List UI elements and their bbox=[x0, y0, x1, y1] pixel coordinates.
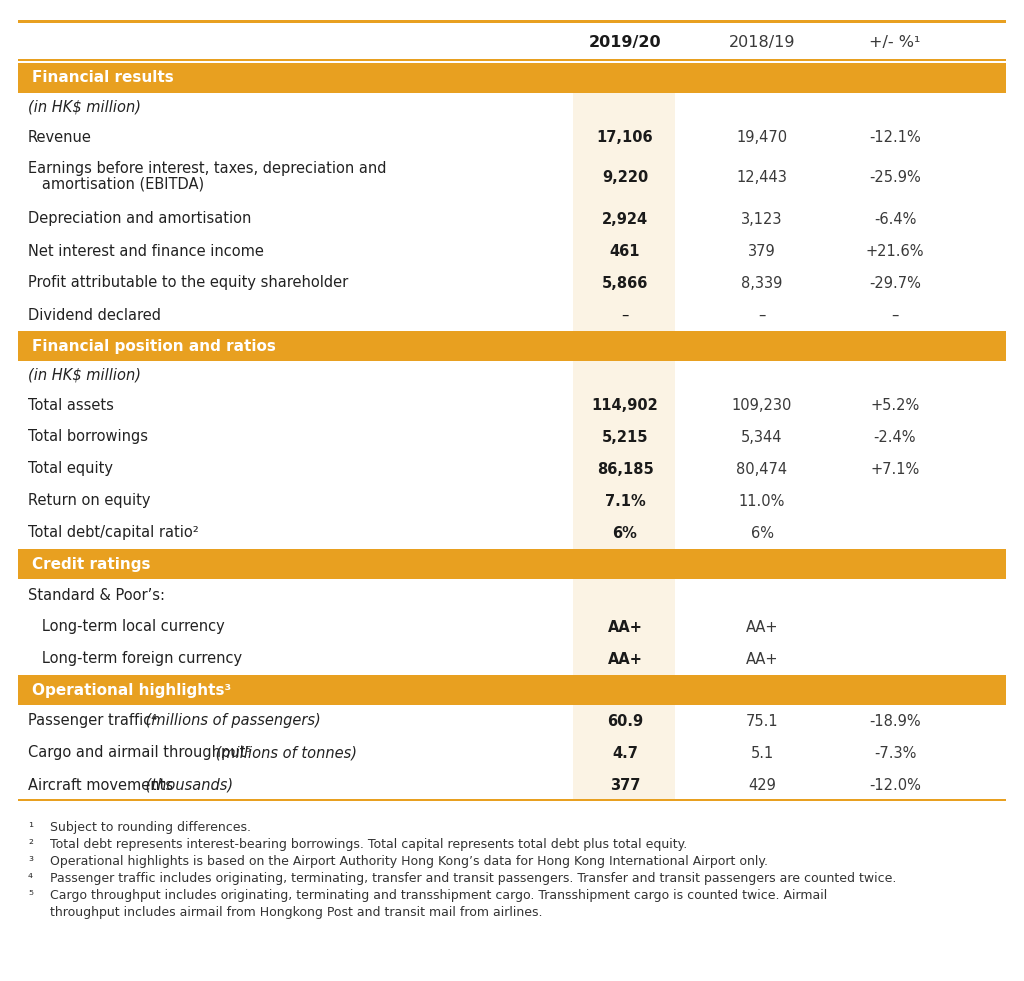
Bar bbox=[18, 549, 1006, 579]
Text: –: – bbox=[759, 307, 766, 323]
Text: +21.6%: +21.6% bbox=[865, 243, 925, 259]
Text: ⁴: ⁴ bbox=[28, 872, 33, 885]
Text: 4.7: 4.7 bbox=[612, 746, 638, 760]
Text: ³: ³ bbox=[28, 855, 33, 868]
Text: 9,220: 9,220 bbox=[602, 171, 648, 185]
Text: Operational highlights³: Operational highlights³ bbox=[32, 683, 231, 697]
Text: (in HK$ million): (in HK$ million) bbox=[28, 368, 141, 383]
Text: 461: 461 bbox=[609, 243, 640, 259]
Text: 3,123: 3,123 bbox=[741, 212, 782, 227]
Text: (thousands): (thousands) bbox=[141, 778, 233, 793]
Text: Long-term local currency: Long-term local currency bbox=[28, 619, 224, 635]
Text: +5.2%: +5.2% bbox=[870, 397, 920, 412]
Bar bbox=[18, 59, 1006, 61]
Text: –: – bbox=[622, 307, 629, 323]
Text: -18.9%: -18.9% bbox=[869, 713, 921, 729]
Text: +/- %¹: +/- %¹ bbox=[869, 34, 921, 49]
Text: (millions of passengers): (millions of passengers) bbox=[141, 713, 322, 729]
Text: Standard & Poor’s:: Standard & Poor’s: bbox=[28, 588, 165, 602]
Bar bbox=[18, 331, 1006, 361]
Text: Earnings before interest, taxes, depreciation and: Earnings before interest, taxes, depreci… bbox=[28, 161, 386, 176]
Text: Cargo throughput includes originating, terminating and transshipment cargo. Tran: Cargo throughput includes originating, t… bbox=[50, 889, 827, 902]
Text: Passenger traffic⁴: Passenger traffic⁴ bbox=[28, 713, 157, 729]
Text: 5,344: 5,344 bbox=[741, 430, 782, 444]
Text: 2018/19: 2018/19 bbox=[729, 34, 796, 49]
Text: +7.1%: +7.1% bbox=[870, 461, 920, 477]
Text: Credit ratings: Credit ratings bbox=[32, 556, 151, 572]
Text: AA+: AA+ bbox=[745, 619, 778, 635]
Text: -29.7%: -29.7% bbox=[869, 276, 921, 290]
Text: 7.1%: 7.1% bbox=[604, 493, 645, 508]
Text: 114,902: 114,902 bbox=[592, 397, 658, 412]
Text: –: – bbox=[891, 307, 899, 323]
Text: 17,106: 17,106 bbox=[597, 129, 653, 144]
Bar bbox=[18, 799, 1006, 801]
Text: Depreciation and amortisation: Depreciation and amortisation bbox=[28, 212, 251, 227]
Text: ¹: ¹ bbox=[28, 821, 33, 834]
Text: Profit attributable to the equity shareholder: Profit attributable to the equity shareh… bbox=[28, 276, 348, 290]
Text: 11.0%: 11.0% bbox=[738, 493, 785, 508]
Text: AA+: AA+ bbox=[607, 619, 642, 635]
Text: 19,470: 19,470 bbox=[736, 129, 787, 144]
Text: ⁵: ⁵ bbox=[28, 889, 33, 902]
Text: 429: 429 bbox=[749, 778, 776, 793]
Text: Cargo and airmail throughput⁵: Cargo and airmail throughput⁵ bbox=[28, 746, 251, 760]
Text: -7.3%: -7.3% bbox=[873, 746, 916, 760]
Text: Aircraft movements: Aircraft movements bbox=[28, 778, 173, 793]
Bar bbox=[18, 63, 1006, 93]
Text: Subject to rounding differences.: Subject to rounding differences. bbox=[50, 821, 251, 834]
Text: Net interest and finance income: Net interest and finance income bbox=[28, 243, 264, 259]
Text: 2019/20: 2019/20 bbox=[589, 34, 662, 49]
Text: 109,230: 109,230 bbox=[732, 397, 793, 412]
Text: -12.0%: -12.0% bbox=[869, 778, 921, 793]
Text: AA+: AA+ bbox=[745, 651, 778, 666]
Text: 379: 379 bbox=[749, 243, 776, 259]
Text: 60.9: 60.9 bbox=[607, 713, 643, 729]
Text: Revenue: Revenue bbox=[28, 129, 92, 144]
Text: -2.4%: -2.4% bbox=[873, 430, 916, 444]
Text: Total equity: Total equity bbox=[28, 461, 113, 477]
Text: Total debt/capital ratio²: Total debt/capital ratio² bbox=[28, 526, 199, 541]
Text: 5,215: 5,215 bbox=[602, 430, 648, 444]
Text: -12.1%: -12.1% bbox=[869, 129, 921, 144]
Text: Total assets: Total assets bbox=[28, 397, 114, 412]
Text: Dividend declared: Dividend declared bbox=[28, 307, 161, 323]
Text: 80,474: 80,474 bbox=[736, 461, 787, 477]
Bar bbox=[18, 675, 1006, 705]
Text: (in HK$ million): (in HK$ million) bbox=[28, 99, 141, 115]
Text: throughput includes airmail from Hongkong Post and transit mail from airlines.: throughput includes airmail from Hongkon… bbox=[50, 906, 543, 919]
Text: Total debt represents interest-bearing borrowings. Total capital represents tota: Total debt represents interest-bearing b… bbox=[50, 838, 687, 851]
Text: amortisation (EBITDA): amortisation (EBITDA) bbox=[28, 177, 204, 191]
Text: 5.1: 5.1 bbox=[751, 746, 773, 760]
Text: 12,443: 12,443 bbox=[736, 171, 787, 185]
Text: 6%: 6% bbox=[751, 526, 773, 541]
Text: ²: ² bbox=[28, 838, 33, 851]
Text: -25.9%: -25.9% bbox=[869, 171, 921, 185]
Text: Operational highlights is based on the Airport Authority Hong Kong’s data for Ho: Operational highlights is based on the A… bbox=[50, 855, 768, 868]
Text: 6%: 6% bbox=[612, 526, 637, 541]
Text: 2,924: 2,924 bbox=[602, 212, 648, 227]
Text: Long-term foreign currency: Long-term foreign currency bbox=[28, 651, 242, 666]
Bar bbox=[573, 63, 675, 801]
Text: Passenger traffic includes originating, terminating, transfer and transit passen: Passenger traffic includes originating, … bbox=[50, 872, 896, 885]
Bar bbox=[18, 20, 1006, 23]
Text: 377: 377 bbox=[610, 778, 640, 793]
Text: -6.4%: -6.4% bbox=[873, 212, 916, 227]
Text: (millions of tonnes): (millions of tonnes) bbox=[211, 746, 356, 760]
Text: Return on equity: Return on equity bbox=[28, 493, 151, 508]
Text: AA+: AA+ bbox=[607, 651, 642, 666]
Text: 75.1: 75.1 bbox=[745, 713, 778, 729]
Text: 5,866: 5,866 bbox=[602, 276, 648, 290]
Text: Total borrowings: Total borrowings bbox=[28, 430, 148, 444]
Text: Financial results: Financial results bbox=[32, 71, 174, 85]
Text: Financial position and ratios: Financial position and ratios bbox=[32, 338, 275, 353]
Text: 86,185: 86,185 bbox=[597, 461, 653, 477]
Text: 8,339: 8,339 bbox=[741, 276, 782, 290]
